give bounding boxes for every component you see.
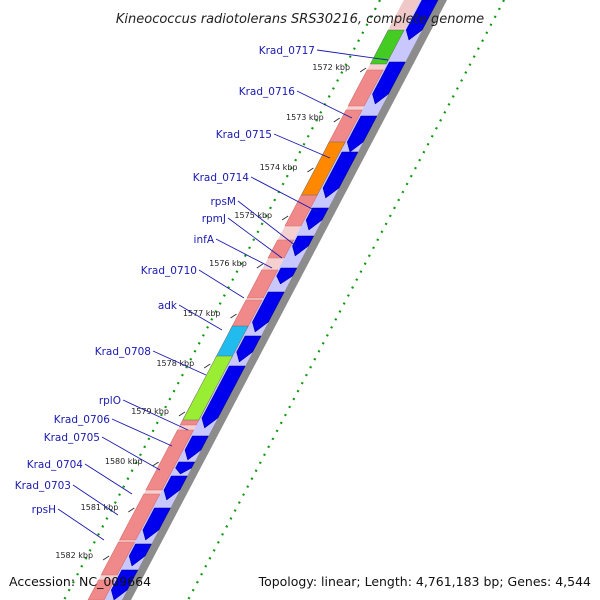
cds-arrow bbox=[305, 207, 329, 231]
accession-label: Accession: NC_009664 bbox=[9, 574, 151, 589]
lime-gene-segment bbox=[182, 355, 233, 421]
tick-label: 1578 kbp bbox=[156, 359, 194, 368]
cds-arrow bbox=[110, 569, 139, 600]
tick-label: 1579 kbp bbox=[131, 407, 169, 416]
tick-label: 1575 kbp bbox=[234, 211, 272, 220]
gene-segment bbox=[100, 541, 136, 576]
gene-label: Krad_0715 bbox=[216, 129, 272, 141]
tick-label: 1576 kbp bbox=[209, 259, 247, 268]
gene-leader-line bbox=[101, 436, 161, 471]
cds-arrow bbox=[201, 365, 246, 429]
label-layer: Krad_0717 Krad_0716 Krad_0715 Krad_0714 rpsM… bbox=[15, 45, 389, 541]
cds-arrow bbox=[142, 507, 171, 541]
gene-label: rpsM bbox=[210, 196, 236, 208]
gene-label: Krad_0708 bbox=[95, 346, 151, 358]
gene-leader-line bbox=[178, 304, 223, 331]
gene-leader-line bbox=[72, 484, 119, 516]
gene-label: rpsH bbox=[32, 504, 56, 516]
track-layer bbox=[87, 0, 439, 600]
gene-leader-line bbox=[296, 90, 353, 119]
gene-label: Krad_0703 bbox=[15, 480, 71, 492]
tick-label: 1574 kbp bbox=[260, 163, 298, 172]
cds-arrow bbox=[128, 543, 152, 567]
orange-gene-segment bbox=[300, 141, 346, 196]
cds-arrow bbox=[236, 335, 262, 363]
cds-arrow bbox=[184, 435, 209, 461]
cds-arrow bbox=[372, 61, 406, 105]
gene-leader-line bbox=[316, 49, 389, 61]
tick-label: 1582 kbp bbox=[55, 551, 93, 560]
tick-mark bbox=[128, 507, 135, 513]
gene-segment bbox=[246, 269, 279, 299]
tick-mark bbox=[307, 167, 314, 173]
tick-label: 1572 kbp bbox=[312, 63, 350, 72]
gene-leader-line bbox=[250, 176, 319, 213]
gene-label: Krad_0717 bbox=[259, 45, 315, 57]
gene-label: rpmJ bbox=[202, 213, 226, 225]
gene-leader-line bbox=[198, 269, 245, 299]
gene-segment bbox=[145, 429, 195, 491]
tick-mark bbox=[203, 363, 211, 369]
tick-label: 1580 kbp bbox=[105, 457, 143, 466]
gene-leader-line bbox=[152, 350, 207, 376]
gene-label: Krad_0706 bbox=[54, 414, 111, 426]
genome-summary: Topology: linear; Length: 4,761,183 bp; … bbox=[258, 574, 591, 589]
tick-label: 1577 kbp bbox=[183, 309, 221, 318]
tick-layer: 1572 kbp 1573 kbp 1574 kbp 1575 kbp 1576 kbp… bbox=[55, 63, 367, 561]
gene-label: Krad_0704 bbox=[27, 459, 84, 471]
tick-mark bbox=[281, 215, 289, 221]
gene-leader-line bbox=[111, 418, 173, 447]
gene-label: rplO bbox=[99, 395, 121, 407]
gene-label: adk bbox=[158, 300, 178, 312]
gene-label: Krad_0710 bbox=[141, 265, 197, 277]
gene-label: infA bbox=[194, 234, 215, 246]
tick-mark bbox=[256, 263, 264, 269]
gene-segment bbox=[389, 0, 420, 28]
gene-label: Krad_0716 bbox=[239, 86, 296, 98]
gene-segment bbox=[87, 579, 116, 600]
green-gene-segment bbox=[369, 29, 405, 65]
tick-mark bbox=[230, 313, 237, 319]
tick-label: 1581 kbp bbox=[81, 503, 119, 512]
cds-arrow bbox=[252, 291, 285, 333]
cds-arrow bbox=[175, 461, 196, 475]
gene-label: Krad_0714 bbox=[193, 172, 250, 184]
cds-arrow bbox=[276, 267, 298, 285]
gene-leader-line bbox=[57, 508, 105, 541]
cds-arrow bbox=[346, 115, 378, 153]
cds-arrow bbox=[322, 151, 359, 199]
tick-mark bbox=[359, 67, 367, 73]
gene-leader-line bbox=[273, 133, 331, 159]
tick-mark bbox=[152, 461, 159, 467]
tick-label: 1573 kbp bbox=[286, 113, 324, 122]
gene-segment bbox=[119, 493, 161, 541]
gene-leader-line bbox=[237, 200, 297, 247]
map-title: Kineococcus radiotolerans SRS30216, comp… bbox=[116, 12, 484, 27]
tick-mark bbox=[333, 117, 341, 123]
gene-segment bbox=[347, 69, 384, 107]
cds-arrow bbox=[163, 475, 188, 501]
gene-leader-line bbox=[84, 463, 133, 495]
tick-mark bbox=[178, 411, 186, 417]
gene-leader-line bbox=[122, 399, 189, 431]
outer-dotted-line bbox=[187, 0, 505, 600]
gene-leader-line bbox=[215, 238, 273, 269]
gene-label: Krad_0705 bbox=[44, 432, 100, 444]
tick-mark bbox=[102, 555, 110, 561]
gene-leader-line bbox=[227, 217, 283, 259]
cds-arrow bbox=[405, 0, 439, 41]
